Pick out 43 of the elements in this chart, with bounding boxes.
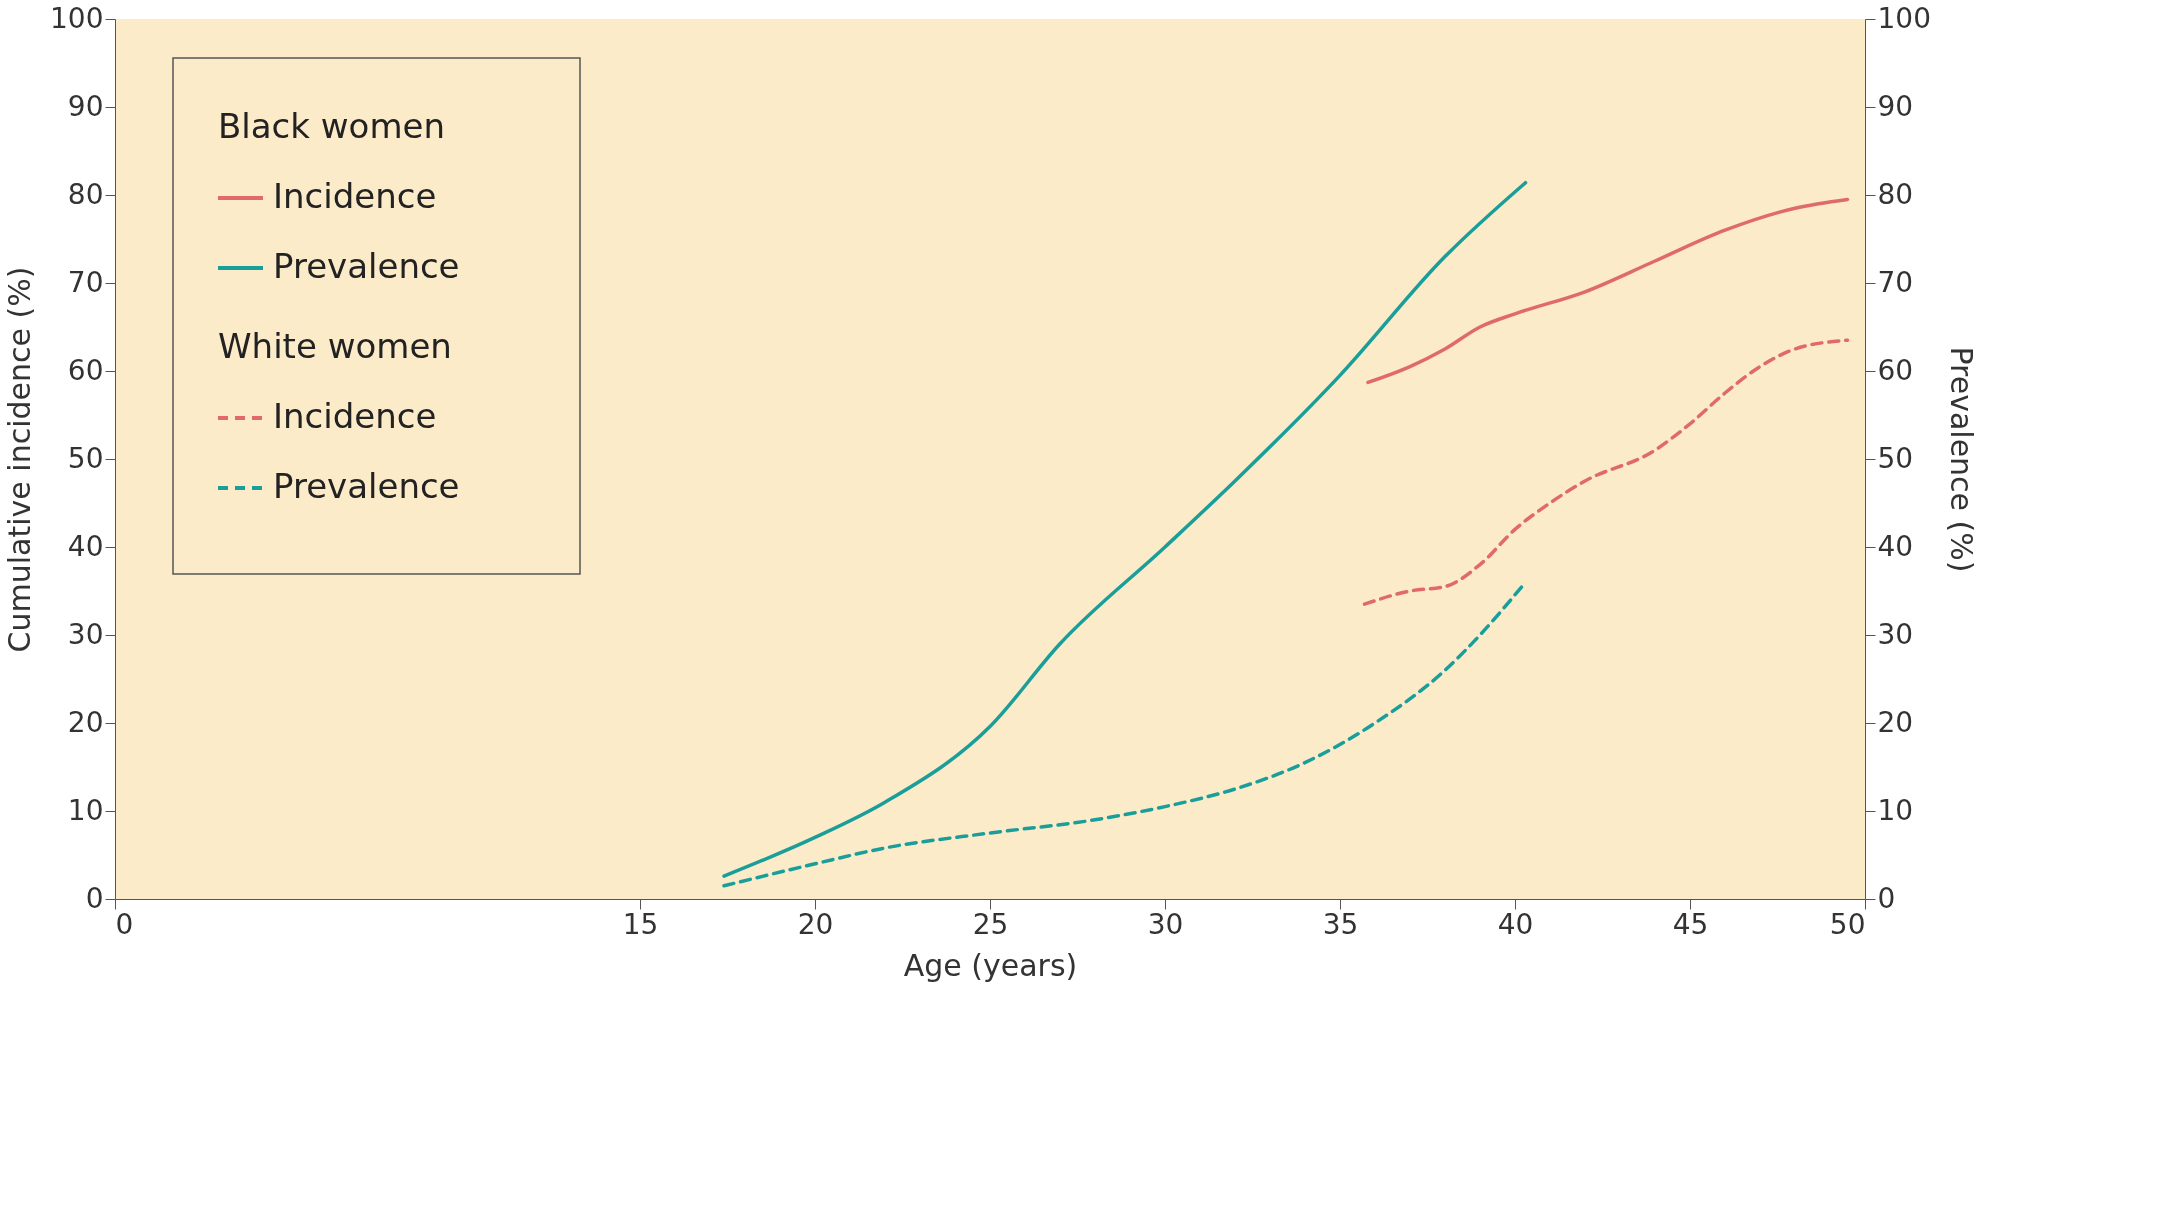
y-tick-label: 20 [67,705,104,739]
line-series [722,180,1528,878]
y-tick-label: 10 [67,793,104,827]
x-tick-label: 50 [1829,907,1866,941]
y2-tick-label: 10 [1877,793,1914,827]
y2-tick-label: 60 [1877,353,1914,387]
legend-label: Prevalence [273,466,460,506]
y-tick-label: 70 [67,265,104,299]
y-tick-label: 60 [67,353,104,387]
y2-tick-label: 90 [1877,89,1914,123]
y2-tick-label: 80 [1877,177,1914,211]
x-tick-label: 35 [1322,907,1359,941]
line-series [1366,197,1850,385]
x-tick-label: 45 [1672,907,1709,941]
y-tick-label: 40 [67,529,104,563]
y2-tick-label: 30 [1877,617,1914,651]
y-tick-label: 50 [67,441,104,475]
legend-label: Prevalence [273,246,460,286]
x-tick-label: 30 [1147,907,1184,941]
y2-tick-label: 70 [1877,265,1914,299]
annotation: Black women [218,106,445,146]
y-tick-label: 100 [50,1,104,35]
legend-label: Incidence [273,396,437,436]
y-axis-title: Cumulative incidence (%) [2,266,38,653]
y2-tick-label: 50 [1877,441,1914,475]
x-tick-label: 25 [972,907,1009,941]
x-tick-label: 40 [1497,907,1534,941]
y2-axis-title: Prevalence (%) [1943,346,1979,573]
y2-tick-label: 40 [1877,529,1914,563]
line-series [1362,338,1850,606]
annotation: White women [218,326,452,366]
legend-label: Incidence [273,176,437,216]
y-tick-label: 30 [67,617,104,651]
x-tick-label: 0 [115,907,134,941]
y2-tick-label: 0 [1877,881,1896,915]
y2-tick-label: 20 [1877,705,1914,739]
y2-tick-label: 100 [1877,1,1931,35]
x-tick-label: 20 [797,907,834,941]
x-axis-title: Age (years) [903,947,1078,983]
x-tick-label: 15 [622,907,659,941]
y-tick-label: 80 [67,177,104,211]
y-tick-label: 90 [67,89,104,123]
y-tick-label: 0 [85,881,104,915]
